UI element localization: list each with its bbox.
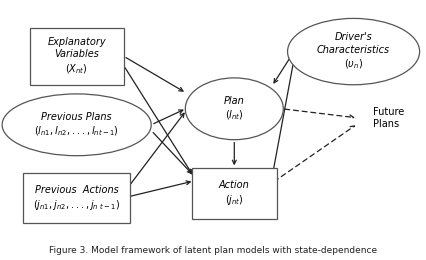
Text: Driver's
Characteristics
$(\upsilon_n)$: Driver's Characteristics $(\upsilon_n)$ xyxy=(317,32,390,71)
Text: Previous Plans
$(l_{n1},l_{n2},...,l_{nt-1})$: Previous Plans $(l_{n1},l_{n2},...,l_{nt… xyxy=(34,112,119,138)
Text: Future
Plans: Future Plans xyxy=(373,107,404,129)
Ellipse shape xyxy=(2,94,151,156)
Bar xyxy=(30,28,124,85)
Text: Plan
$(l_{nt})$: Plan $(l_{nt})$ xyxy=(224,95,245,122)
Ellipse shape xyxy=(185,78,283,140)
Text: Figure 3. Model framework of latent plan models with state-dependence: Figure 3. Model framework of latent plan… xyxy=(49,246,377,255)
Text: Explanatory
Variables
$(X_{nt})$: Explanatory Variables $(X_{nt})$ xyxy=(47,37,106,76)
Bar xyxy=(192,168,277,219)
Bar xyxy=(23,173,130,223)
Text: Previous  Actions
$(j_{n1},j_{n2},...,j_{n\ t-1})$: Previous Actions $(j_{n1},j_{n2},...,j_{… xyxy=(33,185,120,212)
Text: Action
$(j_{nt})$: Action $(j_{nt})$ xyxy=(219,180,250,207)
Ellipse shape xyxy=(288,18,420,85)
